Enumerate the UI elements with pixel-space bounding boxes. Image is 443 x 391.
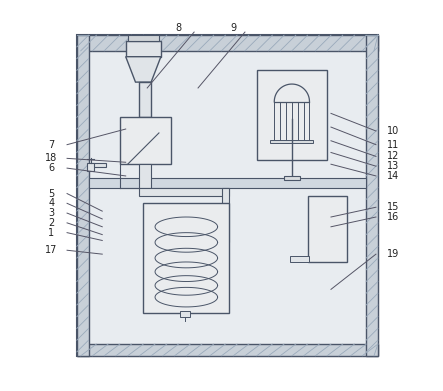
Bar [180, 311, 190, 317]
Text: 3: 3 [48, 208, 54, 218]
Text: 15: 15 [387, 202, 400, 212]
Polygon shape [126, 57, 161, 82]
Text: 5: 5 [48, 188, 54, 199]
Bar [86, 163, 94, 171]
Bar [140, 188, 229, 196]
Text: 19: 19 [388, 249, 400, 259]
Bar [290, 256, 310, 262]
Bar [256, 70, 327, 160]
Text: 17: 17 [45, 245, 58, 255]
Bar [366, 35, 378, 356]
Bar [77, 344, 378, 356]
Bar [284, 176, 300, 180]
Text: 8: 8 [175, 23, 182, 33]
Bar [89, 178, 366, 188]
Bar [77, 35, 378, 356]
Bar [143, 203, 229, 313]
Text: 6: 6 [48, 163, 54, 173]
Bar [128, 35, 159, 41]
Text: 18: 18 [45, 153, 58, 163]
Bar [140, 164, 151, 188]
Text: 1: 1 [48, 228, 54, 238]
Text: 7: 7 [48, 140, 54, 150]
Bar [307, 196, 346, 262]
Text: 14: 14 [388, 171, 400, 181]
Bar [140, 82, 151, 117]
Text: 11: 11 [388, 140, 400, 150]
Bar [270, 140, 313, 143]
Text: 12: 12 [387, 151, 400, 161]
Bar [222, 188, 229, 242]
Bar [140, 117, 151, 164]
Bar [90, 163, 106, 167]
Bar [126, 41, 161, 57]
Text: 2: 2 [48, 218, 54, 228]
Text: 10: 10 [388, 126, 400, 136]
Text: 4: 4 [48, 198, 54, 208]
Text: 16: 16 [388, 212, 400, 222]
Bar [120, 117, 171, 164]
Text: 13: 13 [388, 161, 400, 171]
Bar [77, 35, 89, 356]
Bar [77, 35, 378, 51]
Text: 9: 9 [230, 23, 236, 33]
